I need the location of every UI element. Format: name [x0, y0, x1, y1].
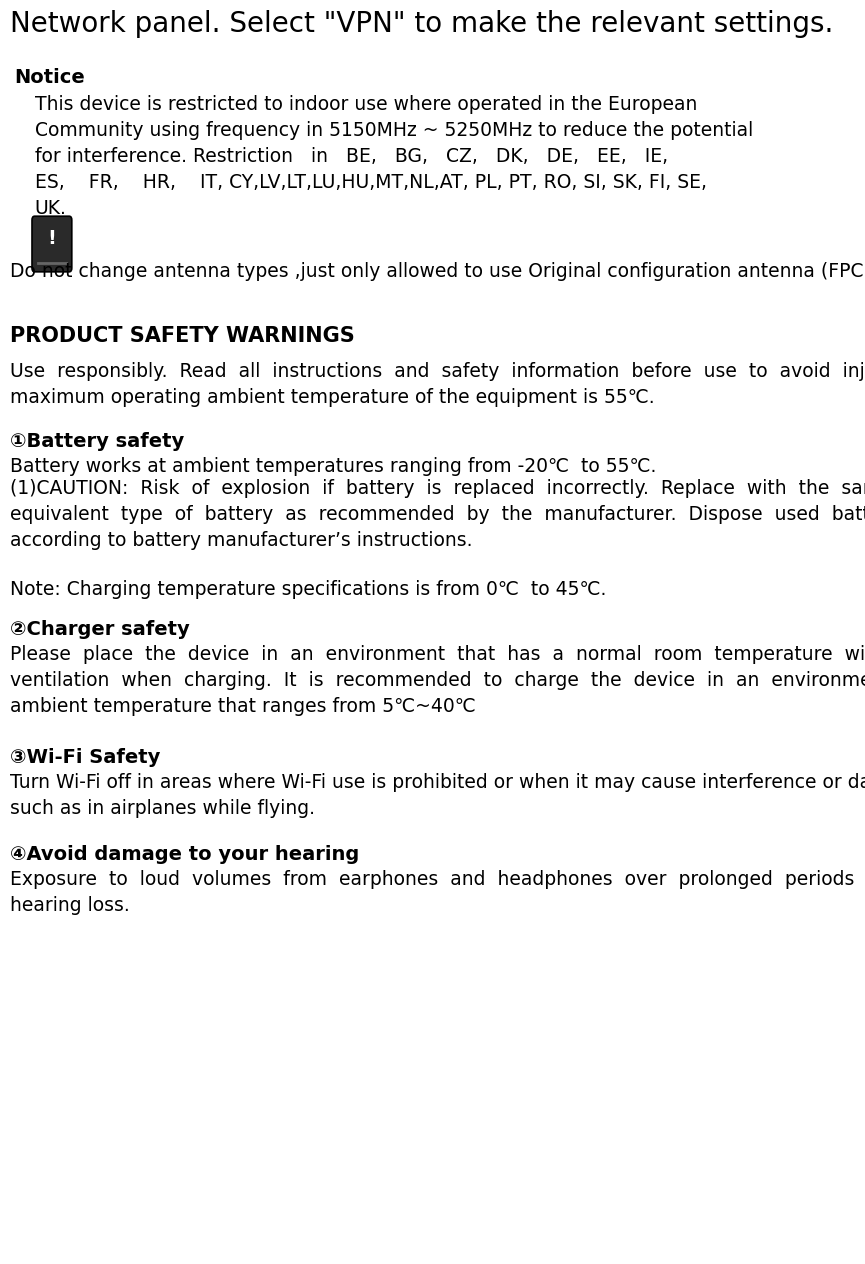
Text: Turn Wi-Fi off in areas where Wi-Fi use is prohibited or when it may cause inter: Turn Wi-Fi off in areas where Wi-Fi use …: [10, 774, 865, 793]
Text: Notice: Notice: [15, 68, 86, 87]
Text: Please  place  the  device  in  an  environment  that  has  a  normal  room  tem: Please place the device in an environmen…: [10, 645, 865, 664]
Text: Use  responsibly.  Read  all  instructions  and  safety  information  before  us: Use responsibly. Read all instructions a…: [10, 362, 865, 380]
Text: maximum operating ambient temperature of the equipment is 55℃.: maximum operating ambient temperature of…: [10, 388, 655, 407]
Text: PRODUCT SAFETY WARNINGS: PRODUCT SAFETY WARNINGS: [10, 326, 356, 346]
Text: Note: Charging temperature specifications is from 0℃  to 45℃.: Note: Charging temperature specification…: [10, 580, 606, 599]
Text: UK.: UK.: [35, 198, 67, 217]
Text: (1)CAUTION:  Risk  of  explosion  if  battery  is  replaced  incorrectly.  Repla: (1)CAUTION: Risk of explosion if battery…: [10, 479, 865, 498]
Text: ②Charger safety: ②Charger safety: [10, 621, 190, 640]
Text: for interference. Restriction   in   BE,   BG,   CZ,   DK,   DE,   EE,   IE,: for interference. Restriction in BE, BG,…: [35, 147, 668, 166]
Text: ambient temperature that ranges from 5℃~40℃: ambient temperature that ranges from 5℃~…: [10, 696, 476, 715]
FancyBboxPatch shape: [32, 216, 72, 272]
Text: ③Wi-Fi Safety: ③Wi-Fi Safety: [10, 748, 161, 767]
Text: according to battery manufacturer’s instructions.: according to battery manufacturer’s inst…: [10, 531, 473, 550]
Text: such as in airplanes while flying.: such as in airplanes while flying.: [10, 799, 316, 818]
Text: equivalent  type  of  battery  as  recommended  by  the  manufacturer.  Dispose : equivalent type of battery as recommende…: [10, 506, 865, 525]
Text: Network panel. Select "VPN" to make the relevant settings.: Network panel. Select "VPN" to make the …: [10, 10, 834, 38]
Text: Exposure  to  loud  volumes  from  earphones  and  headphones  over  prolonged  : Exposure to loud volumes from earphones …: [10, 870, 865, 889]
Text: This device is restricted to indoor use where operated in the European: This device is restricted to indoor use …: [35, 95, 697, 114]
Text: ES,    FR,    HR,    IT, CY,LV,LT,LU,HU,MT,NL,AT, PL, PT, RO, SI, SK, FI, SE,: ES, FR, HR, IT, CY,LV,LT,LU,HU,MT,NL,AT,…: [35, 173, 707, 192]
Text: Do not change antenna types ,just only allowed to use Original configuration ant: Do not change antenna types ,just only a…: [10, 262, 865, 281]
Text: ventilation  when  charging.  It  is  recommended  to  charge  the  device  in  : ventilation when charging. It is recomme…: [10, 671, 865, 690]
Text: !: !: [48, 229, 56, 248]
Text: Community using frequency in 5150MHz ~ 5250MHz to reduce the potential: Community using frequency in 5150MHz ~ 5…: [35, 121, 753, 140]
Text: hearing loss.: hearing loss.: [10, 896, 130, 915]
Text: ④Avoid damage to your hearing: ④Avoid damage to your hearing: [10, 846, 360, 865]
Text: ①Battery safety: ①Battery safety: [10, 432, 184, 451]
Text: Battery works at ambient temperatures ranging from -20℃  to 55℃.: Battery works at ambient temperatures ra…: [10, 458, 657, 477]
